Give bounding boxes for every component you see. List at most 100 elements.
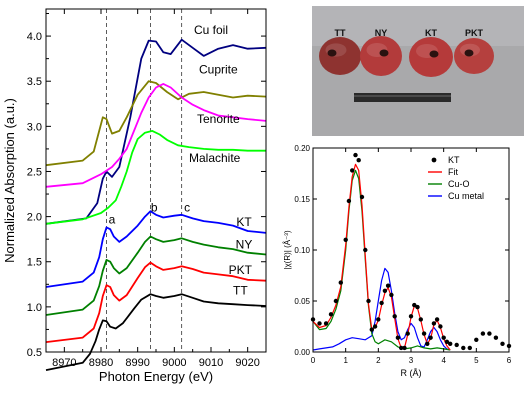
legend-label-cu-o: Cu-O bbox=[448, 179, 470, 189]
sample-label-tt: TT bbox=[335, 28, 346, 38]
x-axis-label: Photon Energy (eV) bbox=[99, 369, 213, 384]
series-kt-point bbox=[338, 280, 343, 285]
legend-label-cu-metal: Cu metal bbox=[448, 191, 484, 201]
series-kt-point bbox=[444, 339, 450, 344]
x-tick-label: 0 bbox=[311, 356, 316, 365]
annotation-a: a bbox=[109, 212, 116, 226]
series-fit-line bbox=[312, 163, 451, 351]
legend-label-kt: KT bbox=[448, 155, 460, 165]
x-tick-label: 3 bbox=[409, 356, 414, 365]
y-tick-label: 0.20 bbox=[294, 144, 310, 153]
series-cu-foil-line bbox=[45, 38, 267, 225]
y-tick-label: 1.5 bbox=[27, 257, 42, 269]
exafs-plot-frame bbox=[312, 147, 510, 353]
series-kt-point bbox=[372, 324, 378, 329]
series-kt-point bbox=[385, 283, 391, 288]
bead-tt bbox=[319, 37, 361, 75]
series-tenorite-line bbox=[45, 83, 267, 188]
y-tick-label: 2.5 bbox=[27, 166, 42, 178]
x-axis-label: R (Å) bbox=[401, 368, 422, 378]
series-kt-point bbox=[438, 324, 443, 329]
x-tick-label: 6 bbox=[507, 356, 512, 365]
x-tick-label: 9010 bbox=[199, 357, 223, 369]
bead-hole bbox=[379, 49, 389, 57]
x-tick-label: 8970 bbox=[52, 357, 76, 369]
y-tick-label: 3.0 bbox=[27, 121, 42, 133]
sample-label-ny: NY bbox=[375, 28, 388, 38]
series-cuprite-label: Cuprite bbox=[199, 62, 238, 76]
series-cuprite-line bbox=[45, 80, 267, 167]
series-kt-point bbox=[412, 302, 417, 308]
sample-label-kt: KT bbox=[425, 28, 437, 38]
series-kt-point bbox=[382, 288, 388, 293]
series-kt-point bbox=[408, 314, 414, 319]
scale-bar-texture bbox=[354, 95, 451, 97]
series-kt-point bbox=[363, 247, 368, 253]
y-tick-label: 0.10 bbox=[294, 246, 310, 255]
series-kt-point bbox=[493, 335, 499, 340]
series-kt-point bbox=[480, 331, 486, 336]
series-kt-point bbox=[454, 342, 459, 348]
y-axis-label: |χ(R)| (Å⁻³) bbox=[283, 230, 292, 270]
series-tenorite-label: Tenorite bbox=[197, 112, 240, 126]
xanes-chart: Cu foil Cuprite Tenorite Malachite KT NY PKT TT… bbox=[2, 8, 267, 384]
series-kt-point bbox=[346, 198, 352, 204]
xanes-plot-frame bbox=[45, 8, 267, 353]
exafs-chart: 0 1 2 3 4 5 6 0.00 0.05 0.10 0.15 0.20 R (Å) |χ(R)| (… bbox=[283, 144, 512, 378]
series-kt-point bbox=[448, 341, 453, 346]
series-pkt-line bbox=[45, 261, 267, 343]
series-kt-point bbox=[405, 331, 410, 336]
series-kt-point bbox=[392, 314, 397, 319]
y-tick-label: 0.00 bbox=[294, 348, 310, 357]
series-kt-point bbox=[415, 304, 420, 310]
series-kt-point bbox=[353, 152, 358, 158]
series-cu-foil-label: Cu foil bbox=[194, 23, 228, 37]
y-tick-label: 0.15 bbox=[294, 195, 310, 204]
series-kt-point bbox=[461, 345, 466, 351]
series-kt-point bbox=[418, 317, 423, 322]
series-kt-point bbox=[343, 237, 348, 242]
series-kt-point bbox=[431, 321, 437, 326]
series-kt-point bbox=[376, 317, 381, 322]
sample-label-pkt: PKT bbox=[465, 28, 484, 38]
x-tick-label: 4 bbox=[441, 356, 446, 365]
series-kt-point bbox=[317, 321, 322, 326]
x-tick-label: 9020 bbox=[235, 357, 259, 369]
series-kt-point bbox=[500, 341, 505, 346]
y-tick-label: 0.05 bbox=[294, 297, 310, 306]
series-kt-point bbox=[323, 321, 329, 326]
bead-hole bbox=[327, 49, 337, 57]
bead-hole bbox=[429, 50, 439, 58]
bead-hole bbox=[464, 49, 474, 57]
series-kt-point bbox=[421, 331, 427, 336]
x-tick-label: 1 bbox=[343, 356, 348, 365]
series-kt-point bbox=[369, 327, 374, 332]
legend-marker-kt bbox=[431, 157, 437, 163]
bead-ny bbox=[360, 36, 402, 76]
y-tick-label: 4.0 bbox=[27, 31, 42, 43]
series-kt-point bbox=[487, 331, 492, 336]
series-kt-point bbox=[402, 345, 407, 351]
series-pkt-label: PKT bbox=[229, 263, 253, 277]
y-tick-label: 2.0 bbox=[27, 212, 42, 224]
series-tt-label: TT bbox=[233, 284, 248, 298]
series-kt-point bbox=[359, 194, 365, 200]
series-kt-label: KT bbox=[236, 215, 252, 229]
y-tick-label: 3.5 bbox=[27, 76, 42, 88]
series-kt-point bbox=[389, 292, 394, 298]
x-tick-label: 8990 bbox=[125, 357, 149, 369]
series-kt-point bbox=[441, 335, 446, 340]
series-kt-point bbox=[379, 300, 384, 306]
series-cu-o-line bbox=[312, 169, 451, 351]
series-kt-point bbox=[366, 298, 371, 304]
x-tick-label: 8980 bbox=[89, 357, 113, 369]
series-kt-point bbox=[333, 298, 339, 304]
series-malachite-line bbox=[45, 129, 266, 225]
y-tick-label: 1.0 bbox=[27, 302, 42, 314]
series-tt-line bbox=[45, 293, 267, 371]
x-tick-label: 2 bbox=[376, 356, 381, 365]
legend-label-fit: Fit bbox=[448, 167, 458, 177]
sample-photo: TT NY KT PKT bbox=[312, 6, 524, 136]
series-kt-point bbox=[428, 335, 433, 340]
bead-pkt bbox=[454, 38, 494, 74]
